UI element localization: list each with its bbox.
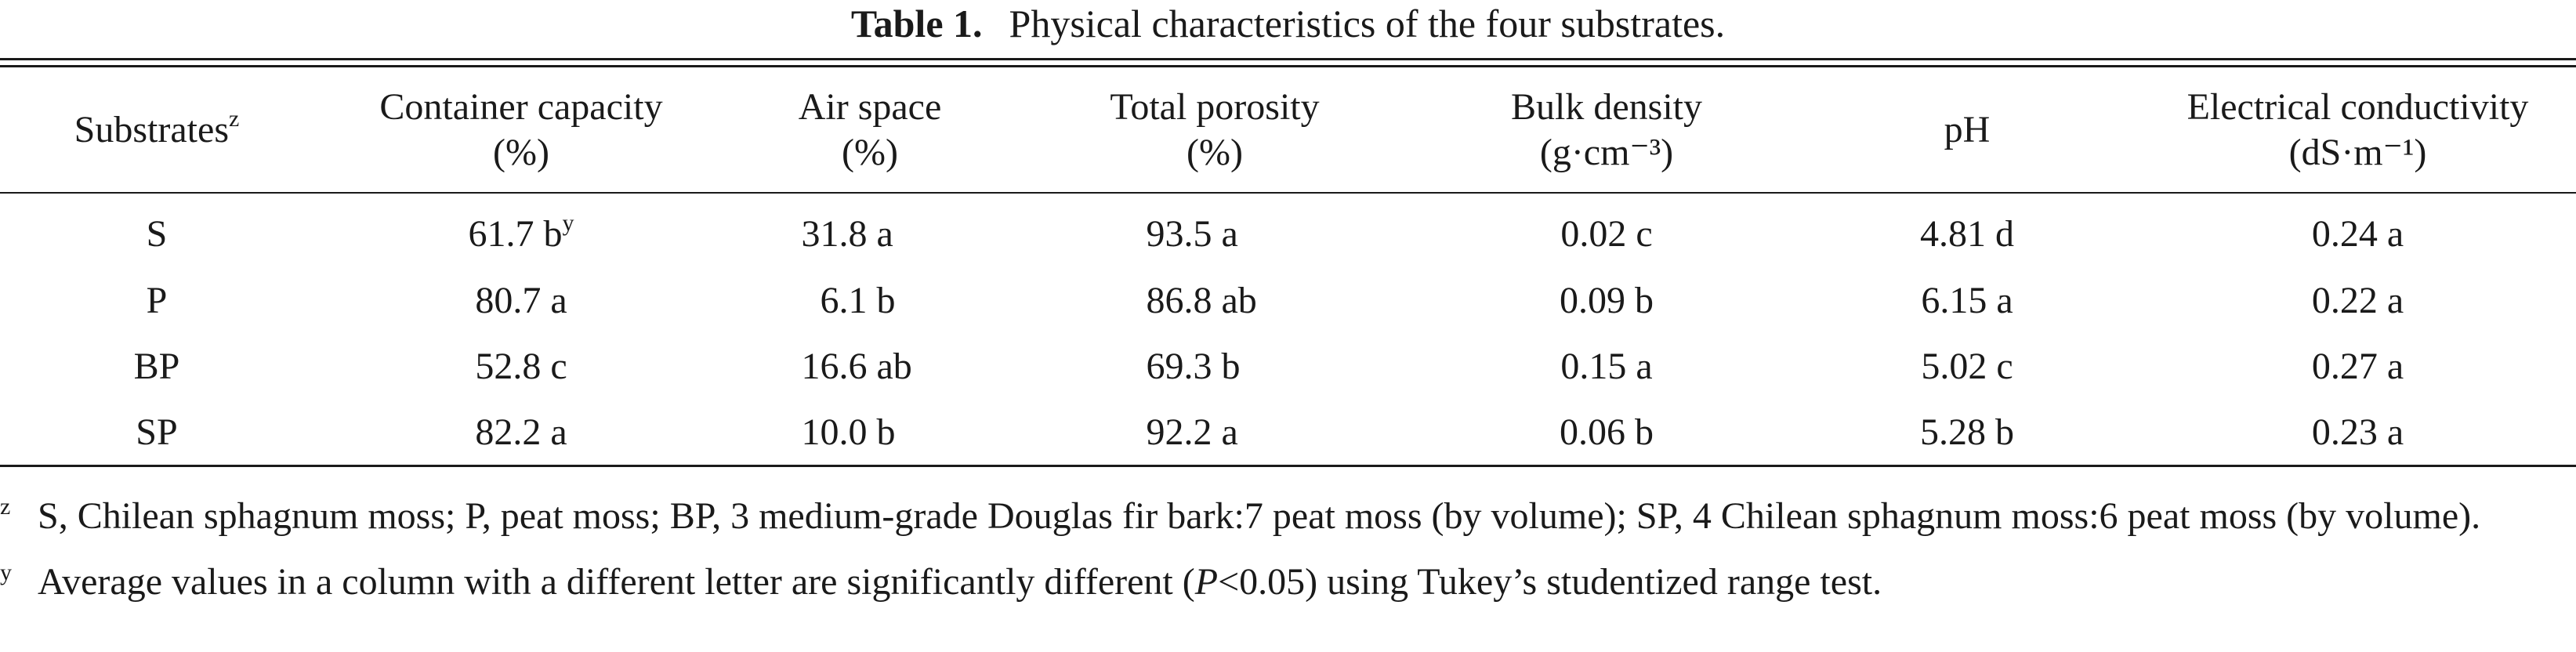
- header-electrical-conductivity: Electrical conductivity (dS·m⁻¹): [2187, 85, 2529, 173]
- footnote-y-p-symbol: P: [1194, 561, 1219, 603]
- table-row: SP 82.2 a 10.0 b 92.2 a 0.06 b 5.28 b 0.…: [0, 399, 2576, 465]
- cell-bulk-density: 0.15 a: [1560, 345, 1653, 387]
- cell-ph: 5.28 b: [1920, 411, 2014, 453]
- cell-ph: 4.81 d: [1920, 212, 2014, 255]
- header-rule: [0, 192, 2576, 194]
- cell-air-space: 6.1 b: [820, 279, 896, 321]
- cell-substrate: S: [146, 212, 168, 255]
- cell-substrate: BP: [133, 345, 180, 387]
- table-caption: Table 1. Physical characteristics of the …: [0, 0, 2576, 47]
- cell-ph: 6.15 a: [1921, 279, 2013, 321]
- header-total-porosity: Total porosity (%): [1110, 85, 1320, 173]
- cell-ph: 5.02 c: [1921, 345, 2013, 387]
- footnote-marker-z: z: [0, 494, 11, 520]
- footnote-z-text: S, Chilean sphagnum moss; P, peat moss; …: [38, 495, 2481, 537]
- cell-container-capacity: 52.8 c: [475, 345, 567, 387]
- header-row: Substratesz Container capacity (%) Air sp…: [0, 67, 2576, 192]
- cell-bulk-density: 0.02 c: [1560, 212, 1653, 255]
- cell-ec: 0.23 a: [2311, 411, 2404, 453]
- header-bulk-density: Bulk density (g·cm⁻³): [1510, 85, 1702, 173]
- cell-container-capacity: 61.7 by: [468, 209, 574, 255]
- cell-air-space: 31.8 a: [801, 212, 893, 255]
- cell-ec: 0.24 a: [2311, 212, 2404, 255]
- table-row: S 61.7 by 31.8 a 93.5 a 0.02 c 4.81 d 0.…: [0, 192, 2576, 267]
- cell-container-capacity: 80.7 a: [475, 279, 567, 321]
- table-footnotes: z S, Chilean sphagnum moss; P, peat moss;…: [0, 492, 2576, 607]
- cell-bulk-density: 0.06 b: [1560, 411, 1654, 453]
- table-row: BP 52.8 c 16.6 ab 69.3 b 0.15 a 5.02 c 0…: [0, 333, 2576, 399]
- header-substrates: Substratesz: [74, 105, 240, 150]
- cell-total-porosity: 92.2 a: [1146, 411, 1238, 453]
- cell-air-space: 16.6 ab: [801, 345, 912, 387]
- cell-ec: 0.27 a: [2311, 345, 2404, 387]
- cell-total-porosity: 86.8 ab: [1146, 279, 1257, 321]
- footnote-ref-y: y: [562, 209, 574, 236]
- bottom-rule: [0, 465, 2576, 467]
- top-double-rule-lower: [0, 65, 2576, 67]
- header-air-space: Air space (%): [798, 85, 942, 173]
- cell-air-space: 10.0 b: [801, 411, 896, 453]
- footnote-marker-y: y: [0, 560, 12, 585]
- footnote-y-text-after: <0.05) using Tukey’s studentized range t…: [1218, 561, 1882, 603]
- table-row: P 80.7 a 6.1 b 86.8 ab 0.09 b 6.15 a 0.2…: [0, 267, 2576, 333]
- cell-container-capacity: 82.2 a: [475, 411, 567, 453]
- footnote-ref-z: z: [229, 105, 240, 132]
- footnote-z: z S, Chilean sphagnum moss; P, peat moss;…: [0, 492, 2576, 541]
- substrate-characteristics-table: Substratesz Container capacity (%) Air sp…: [0, 67, 2576, 465]
- header-ph: pH: [1944, 108, 1991, 150]
- table-caption-text: Physical characteristics of the four sub…: [1009, 2, 1726, 45]
- cell-ec: 0.22 a: [2311, 279, 2404, 321]
- top-double-rule-upper: [0, 58, 2576, 60]
- cell-total-porosity: 93.5 a: [1146, 212, 1238, 255]
- table-caption-label: Table 1.: [850, 2, 983, 45]
- cell-substrate: SP: [136, 411, 178, 453]
- header-container-capacity: Container capacity (%): [379, 85, 663, 173]
- cell-total-porosity: 69.3 b: [1146, 345, 1241, 387]
- cell-substrate: P: [146, 279, 168, 321]
- footnote-y-text-before: Average values in a column with a differ…: [38, 561, 1195, 603]
- footnote-y: y Average values in a column with a diffe…: [0, 558, 2576, 607]
- cell-bulk-density: 0.09 b: [1560, 279, 1654, 321]
